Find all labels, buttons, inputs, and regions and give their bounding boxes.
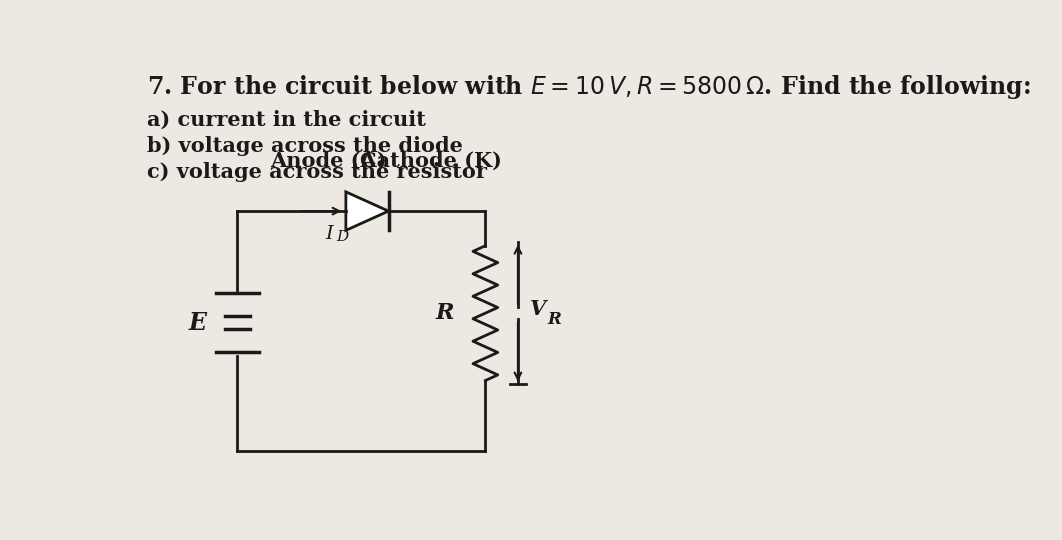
Text: I: I xyxy=(325,225,332,243)
Text: E: E xyxy=(188,310,206,335)
Text: Anode (A): Anode (A) xyxy=(271,151,387,171)
Text: Cathode (K): Cathode (K) xyxy=(360,151,502,171)
Polygon shape xyxy=(346,192,389,231)
Text: D: D xyxy=(337,231,348,244)
Text: R: R xyxy=(435,302,455,324)
Text: b) voltage across the diode: b) voltage across the diode xyxy=(147,136,463,156)
Text: R: R xyxy=(547,311,561,328)
Text: 7. For the circuit below with $E = 10\,V, R = 5800\,\Omega$. Find the following:: 7. For the circuit below with $E = 10\,V… xyxy=(147,72,1030,100)
Text: a) current in the circuit: a) current in the circuit xyxy=(147,110,426,130)
Text: c) voltage across the resistor: c) voltage across the resistor xyxy=(147,162,486,182)
Text: V: V xyxy=(530,299,546,319)
